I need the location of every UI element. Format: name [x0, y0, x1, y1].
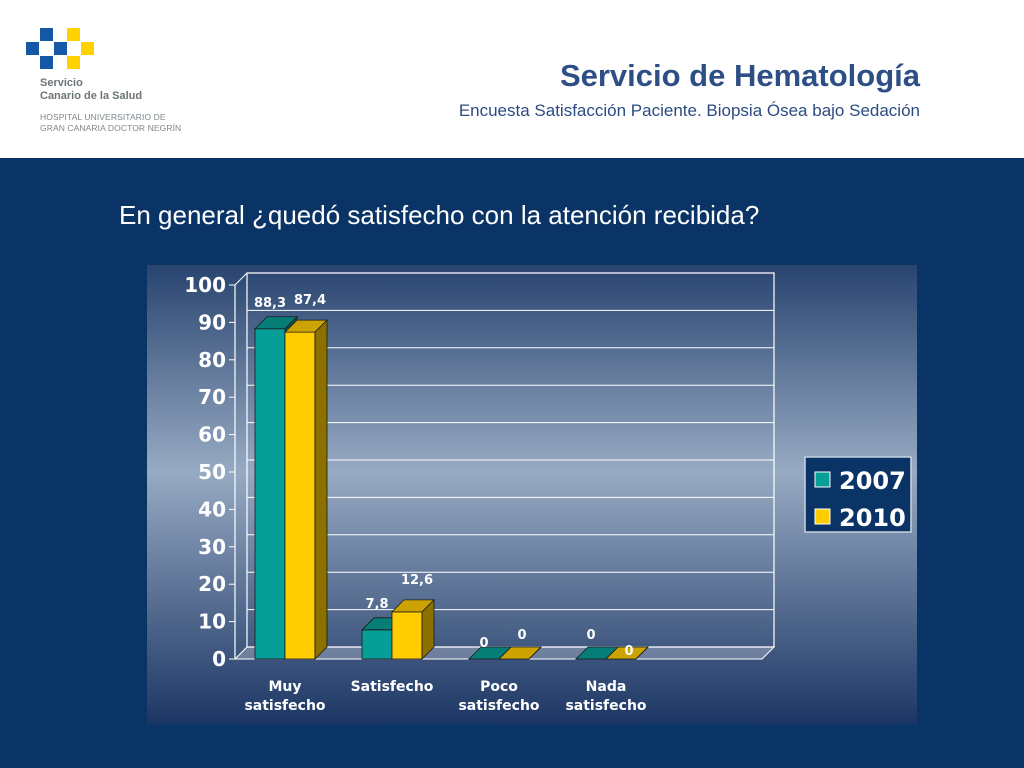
- bar-side-2010-1: [421, 598, 435, 660]
- y-tick-label: 90: [198, 310, 226, 334]
- y-tick-label: 60: [198, 423, 226, 447]
- bar-chart: 0 10 20 30 40 50 60 70 80 90 100 88,3 87,4 Muy satisfe…: [147, 265, 917, 724]
- bar-side-2010-3: [635, 646, 649, 660]
- bar-2010-1: [391, 611, 423, 660]
- bar-side-2010-2: [528, 646, 542, 660]
- scs-logo-icon: [26, 28, 94, 69]
- legend-label-2007: 2007: [839, 467, 906, 495]
- logo-hospital-line1: HOSPITAL UNIVERSITARIO DE: [40, 112, 166, 122]
- y-tick-label: 40: [198, 497, 226, 521]
- y-tick-label: 0: [212, 647, 226, 671]
- data-label-2007-2: 0: [479, 636, 488, 651]
- y-tick-label: 30: [198, 535, 226, 559]
- y-tick-label: 10: [198, 610, 226, 634]
- data-label-2007-1: 7,8: [365, 597, 388, 612]
- logo-name-line2: Canario de la Salud: [40, 90, 143, 102]
- bar-side-2010-0: [314, 319, 328, 660]
- logo-hospital-line2: GRAN CANARIA DOCTOR NEGRÍN: [40, 123, 182, 133]
- y-tick-label: 100: [184, 273, 226, 297]
- data-label-2010-2: 0: [517, 628, 526, 643]
- logo-name-line1: Servicio: [40, 77, 83, 89]
- x-category-label: satisfecho: [244, 698, 325, 714]
- data-label-2010-0: 87,4: [294, 293, 326, 308]
- y-axis-top-edge: [234, 272, 248, 286]
- y-tick-label: 80: [198, 348, 226, 372]
- legend-label-2010: 2010: [839, 504, 906, 532]
- legend-swatch-2010: [814, 508, 831, 525]
- logo-hospital-name: HOSPITAL UNIVERSITARIO DE GRAN CANARIA D…: [40, 112, 181, 134]
- data-label-2007-0: 88,3: [254, 296, 286, 311]
- bar-2007-1: [361, 629, 393, 660]
- x-category-label: Muy: [268, 679, 301, 695]
- y-tick-label: 50: [198, 460, 226, 484]
- x-category-label: satisfecho: [565, 698, 646, 714]
- y-tick-label: 70: [198, 385, 226, 409]
- survey-question: En general ¿quedó satisfecho con la aten…: [119, 200, 760, 230]
- x-category-label: Poco: [480, 679, 518, 695]
- bar-chart-svg: 0 10 20 30 40 50 60 70 80 90 100 88,3 87,4 Muy satisfe…: [147, 265, 917, 724]
- data-label-2010-1: 12,6: [401, 573, 433, 588]
- slide-header: Servicio Canario de la Salud HOSPITAL UN…: [0, 0, 1024, 158]
- bar-2007-0: [254, 328, 286, 660]
- x-category-label: satisfecho: [458, 698, 539, 714]
- slide-subtitle: Encuesta Satisfacción Paciente. Biopsia …: [458, 101, 920, 120]
- data-label-2007-3: 0: [586, 628, 595, 643]
- legend-swatch-2007: [814, 471, 831, 488]
- x-category-label: Nada: [586, 679, 627, 695]
- bar-2010-0: [284, 331, 316, 660]
- slide-title: Servicio de Hematología: [559, 58, 920, 93]
- x-category-label: Satisfecho: [351, 679, 434, 695]
- y-tick-label: 20: [198, 572, 226, 596]
- data-label-2010-3: 0: [624, 644, 633, 659]
- logo-service-name: Servicio Canario de la Salud: [40, 77, 142, 103]
